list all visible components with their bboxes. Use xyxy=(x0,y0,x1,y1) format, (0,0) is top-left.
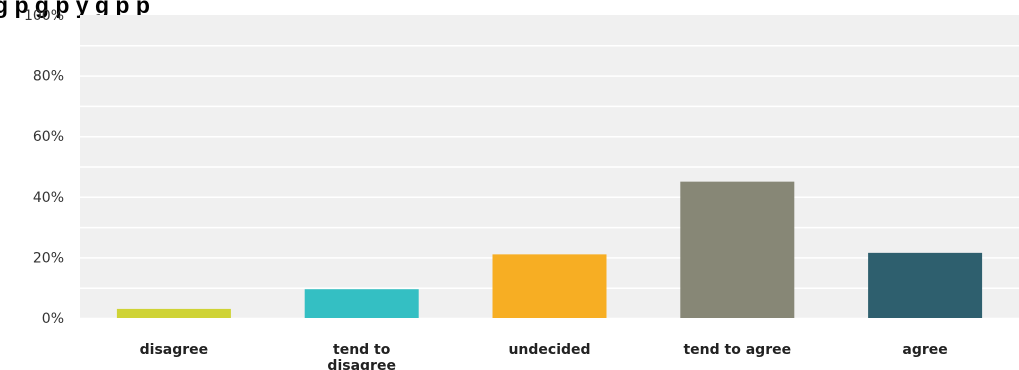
x-tick-label-line: agree xyxy=(902,342,947,358)
y-axis: 0% 20% 40% 60% 80% 100% xyxy=(24,8,64,327)
bar xyxy=(116,308,231,318)
x-tick-label: agree xyxy=(902,342,947,358)
y-tick-label: 100% xyxy=(24,8,64,24)
gridlines xyxy=(80,45,1019,320)
x-tick-label: disagree xyxy=(140,342,209,358)
y-tick-label: 40% xyxy=(33,190,64,206)
x-tick-label-line: disagree xyxy=(327,358,396,370)
y-tick-label: 20% xyxy=(33,250,64,266)
x-tick-label: undecided xyxy=(508,342,590,358)
x-tick-label-line: undecided xyxy=(508,342,590,358)
y-tick-label: 60% xyxy=(33,129,64,145)
x-tick-label: tend to disagree xyxy=(327,342,396,370)
x-tick-label-line: tend to agree xyxy=(683,342,791,358)
x-tick-label-line: disagree xyxy=(140,342,209,358)
bar xyxy=(868,252,983,318)
bar xyxy=(680,181,795,318)
y-tick-label: 0% xyxy=(42,311,64,327)
x-tick-label-line: tend to xyxy=(333,342,391,358)
bar xyxy=(492,254,607,318)
bar xyxy=(304,289,419,318)
bars xyxy=(116,181,983,318)
y-tick-label: 80% xyxy=(33,69,64,85)
chart-title: g p g p y g p p xyxy=(0,0,150,18)
x-tick-label: tend to agree xyxy=(683,342,791,358)
